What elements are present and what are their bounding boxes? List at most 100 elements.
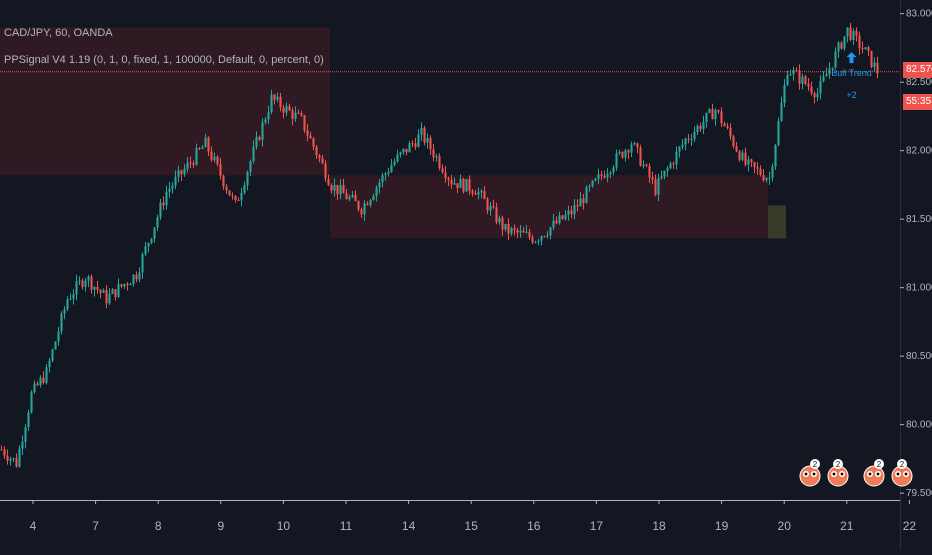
candle-body bbox=[321, 158, 323, 163]
candle-body bbox=[552, 221, 554, 228]
candle-body bbox=[852, 31, 854, 40]
candle-body bbox=[657, 178, 659, 194]
candle-body bbox=[429, 138, 431, 149]
candle-body bbox=[222, 176, 224, 187]
candle-body bbox=[231, 195, 233, 196]
candle-body bbox=[297, 113, 299, 114]
candle-body bbox=[216, 157, 218, 164]
candle-body bbox=[384, 174, 386, 176]
candle-body bbox=[756, 167, 758, 169]
candle-body bbox=[123, 284, 125, 286]
candle-body bbox=[12, 458, 14, 459]
indicator-legend[interactable]: PPSignal V4 1.19 (0, 1, 0, fixed, 1, 100… bbox=[4, 54, 324, 66]
candle-body bbox=[564, 215, 566, 219]
candle-body bbox=[645, 165, 647, 166]
candle-body bbox=[834, 52, 836, 68]
candle-body bbox=[723, 123, 725, 126]
candle-body bbox=[570, 211, 572, 215]
time-tick-label: 19 bbox=[715, 519, 729, 533]
candle-body bbox=[597, 174, 599, 178]
candle-body bbox=[141, 254, 143, 272]
candle-body bbox=[528, 232, 530, 237]
price-tick-label: 81.000 bbox=[906, 283, 932, 294]
candle-body bbox=[177, 170, 179, 176]
candle-body bbox=[768, 178, 770, 179]
candle-body bbox=[825, 74, 827, 76]
time-tick-label: 18 bbox=[652, 519, 666, 533]
candle-body bbox=[576, 205, 578, 206]
candle-body bbox=[303, 115, 305, 130]
candle-body bbox=[315, 147, 317, 156]
candle-body bbox=[459, 179, 461, 188]
candle-body bbox=[333, 185, 335, 191]
candle-body bbox=[480, 191, 482, 192]
candle-body bbox=[255, 137, 257, 147]
candle-body bbox=[621, 152, 623, 157]
signal-value: +2 bbox=[846, 90, 856, 100]
candle-body bbox=[819, 81, 821, 94]
candle-body bbox=[588, 186, 590, 187]
candle-body bbox=[453, 183, 455, 184]
candle-body bbox=[138, 272, 140, 279]
candle-body bbox=[372, 196, 374, 200]
candle-body bbox=[849, 27, 851, 40]
candle-body bbox=[210, 152, 212, 160]
candle-body bbox=[642, 165, 644, 166]
candle-body bbox=[135, 275, 137, 280]
candle-body bbox=[87, 277, 89, 281]
candle-body bbox=[507, 224, 509, 234]
candle-body bbox=[525, 232, 527, 233]
candle-body bbox=[165, 192, 167, 205]
candle-body bbox=[573, 205, 575, 214]
candle-body bbox=[228, 190, 230, 195]
candle-body bbox=[804, 76, 806, 83]
candle-body bbox=[840, 43, 842, 49]
emoji-reaction-icon[interactable]: 2 bbox=[890, 443, 914, 491]
candle-body bbox=[795, 70, 797, 71]
candle-body bbox=[471, 191, 473, 194]
emoji-reaction-icon[interactable]: 2 bbox=[862, 443, 886, 491]
candle-body bbox=[105, 290, 107, 303]
symbol-legend[interactable]: CAD/JPY, 60, OANDA bbox=[4, 27, 113, 39]
candle-body bbox=[198, 148, 200, 149]
candle-body bbox=[54, 342, 56, 350]
candle-body bbox=[516, 230, 518, 233]
candle-body bbox=[432, 149, 434, 157]
bar-countdown-badge: 55:35 bbox=[903, 94, 932, 110]
candle-body bbox=[357, 201, 359, 209]
candle-body bbox=[717, 110, 719, 112]
emoji-reaction-icon[interactable]: 2 bbox=[798, 443, 822, 491]
candle-body bbox=[411, 143, 413, 144]
candle-body bbox=[285, 106, 287, 112]
candle-body bbox=[519, 231, 521, 233]
price-tick-label: 80.000 bbox=[906, 420, 932, 431]
candle-body bbox=[171, 186, 173, 189]
candle-body bbox=[477, 192, 479, 194]
candle-body bbox=[693, 132, 695, 139]
candle-body bbox=[243, 185, 245, 193]
candle-body bbox=[330, 185, 332, 190]
candle-body bbox=[651, 177, 653, 179]
candle-body bbox=[720, 112, 722, 124]
candle-body bbox=[390, 165, 392, 172]
candle-body bbox=[786, 75, 788, 85]
candle-body bbox=[111, 289, 113, 294]
signal-label: Bull Trend bbox=[831, 68, 872, 78]
candle-body bbox=[144, 246, 146, 254]
candle-body bbox=[798, 71, 800, 84]
candle-body bbox=[870, 51, 872, 67]
candle-body bbox=[336, 185, 338, 194]
candle-body bbox=[159, 203, 161, 218]
candle-body bbox=[537, 241, 539, 242]
candle-body bbox=[735, 146, 737, 151]
candle-body bbox=[279, 97, 281, 108]
candle-body bbox=[759, 169, 761, 175]
candle-body bbox=[699, 126, 701, 129]
candle-body bbox=[309, 136, 311, 139]
emoji-reaction-icon[interactable]: 2 bbox=[826, 443, 850, 491]
candle-body bbox=[189, 163, 191, 164]
candle-body bbox=[342, 185, 344, 193]
candle-body bbox=[273, 95, 275, 100]
